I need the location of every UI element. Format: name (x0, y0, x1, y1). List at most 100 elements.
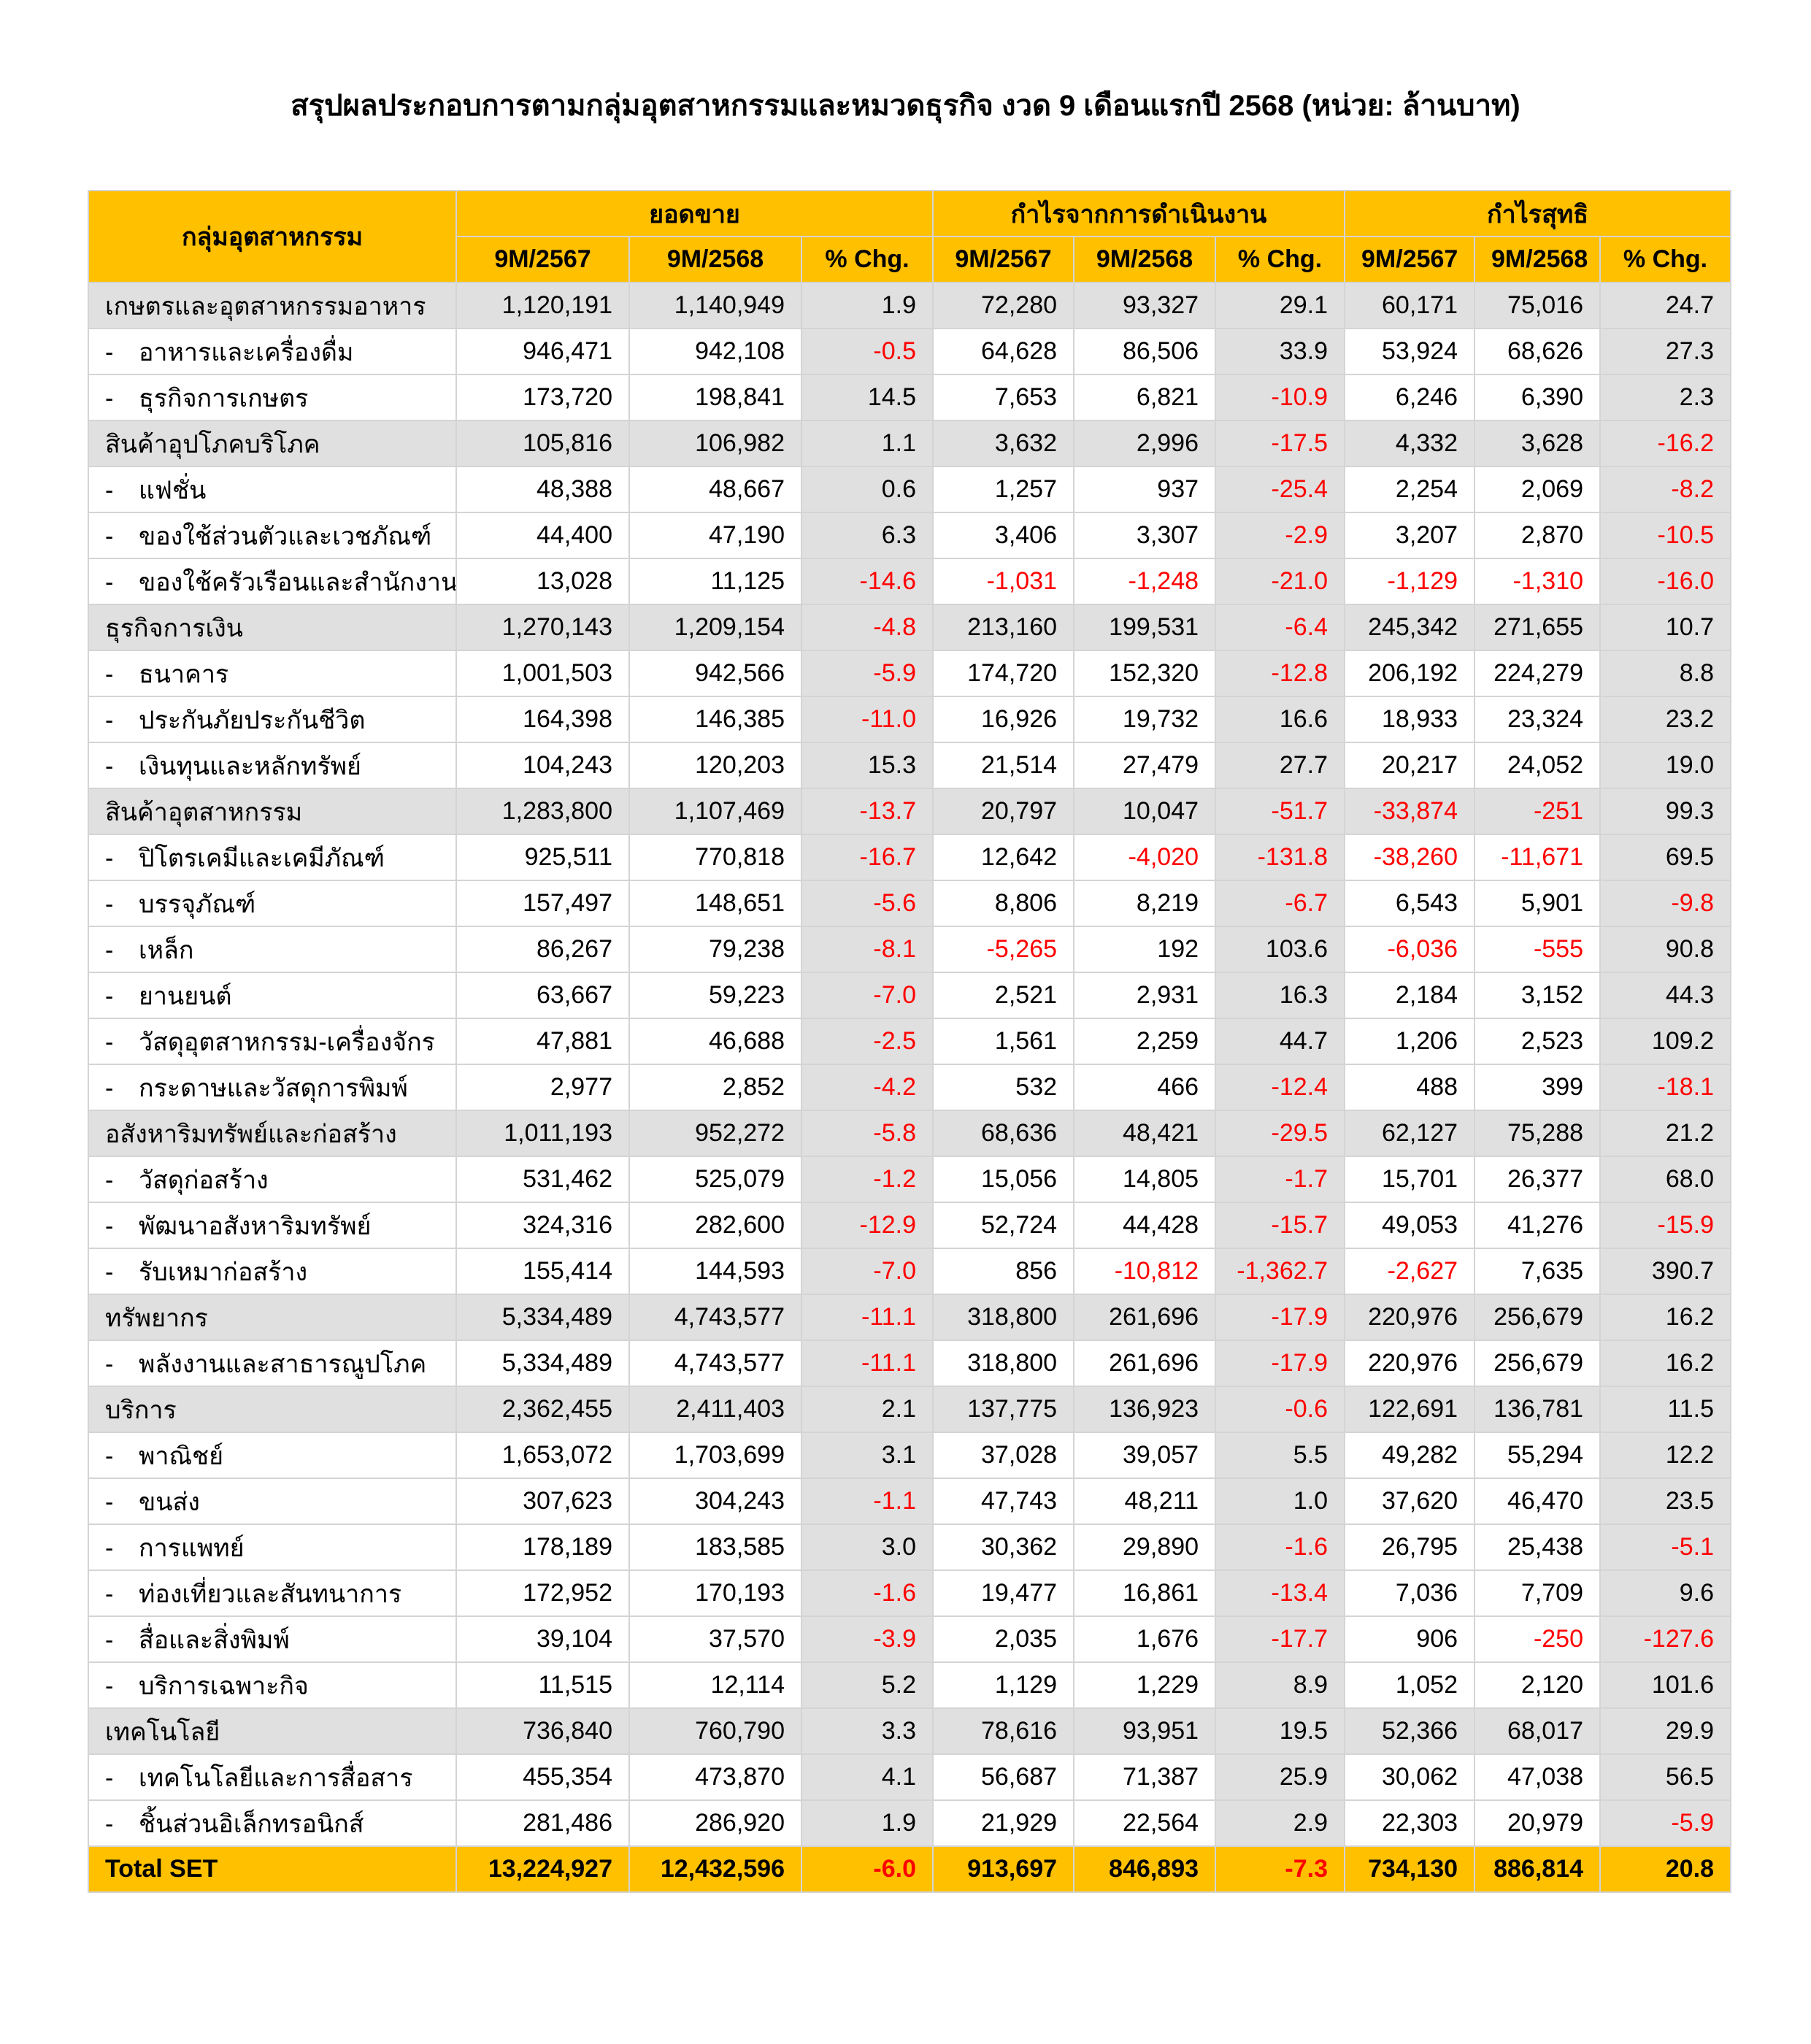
value-cell: 86,506 (1073, 328, 1217, 375)
row-label: - ปิโตรเคมีและเคมีภัณฑ์ (88, 834, 457, 881)
row-label: ธุรกิจการเงิน (88, 604, 457, 651)
value-cell: 46,470 (1474, 1478, 1602, 1525)
table-row: - เทคโนโลยีและการสื่อสาร 455,354 473,870 4.1… (88, 1753, 1732, 1801)
value-cell: 318,800 (932, 1294, 1075, 1341)
value-cell: 1,001,503 (455, 650, 630, 697)
pct-change-cell: -9.8 (1599, 880, 1732, 927)
pct-change-cell: 33.9 (1215, 328, 1346, 375)
pct-change-cell: -16.2 (1599, 420, 1732, 467)
pct-change-cell: -7.3 (1215, 1845, 1346, 1893)
value-cell: 286,920 (628, 1799, 802, 1847)
value-cell: 942,108 (628, 328, 802, 375)
value-cell: 198,841 (628, 374, 802, 421)
indent-dash: - (105, 844, 114, 872)
value-cell: 60,171 (1344, 282, 1476, 329)
pct-change-cell: -7.0 (800, 972, 934, 1019)
row-label: - แฟชั่น (88, 466, 457, 513)
pct-change-cell: -2.5 (800, 1018, 934, 1065)
value-cell: 20,217 (1344, 742, 1476, 789)
row-name: รับเหมาก่อสร้าง (139, 1258, 308, 1286)
value-cell: 37,620 (1344, 1478, 1476, 1525)
value-cell: 5,901 (1474, 880, 1602, 927)
pct-change-cell: -17.9 (1215, 1340, 1346, 1387)
value-cell: -5,265 (932, 926, 1075, 973)
pct-change-cell: -8.1 (800, 926, 934, 973)
row-name: ของใช้ครัวเรือนและสำนักงาน (139, 568, 456, 596)
value-cell: 3,406 (932, 512, 1075, 559)
value-cell: 256,679 (1474, 1340, 1602, 1387)
value-cell: 52,366 (1344, 1707, 1476, 1755)
row-label: ทรัพยากร (88, 1294, 457, 1341)
pct-change-cell: 2.3 (1599, 374, 1732, 421)
row-label: - การแพทย์ (88, 1524, 457, 1571)
value-cell: 104,243 (455, 742, 630, 789)
pct-change-cell: -11.1 (800, 1294, 934, 1341)
value-cell: 1,209,154 (628, 604, 802, 651)
pct-change-cell: -7.0 (800, 1248, 934, 1295)
indent-dash: - (105, 522, 114, 550)
pct-change-cell: -8.2 (1599, 466, 1732, 513)
pct-change-cell: -131.8 (1215, 834, 1346, 881)
row-label: - พัฒนาอสังหาริมทรัพย์ (88, 1202, 457, 1249)
pct-change-cell: 12.2 (1599, 1432, 1732, 1479)
row-label: - อาหารและเครื่องดื่ม (88, 328, 457, 375)
row-name: ท่องเที่ยวและสันทนาการ (139, 1580, 402, 1608)
value-cell: 62,127 (1344, 1110, 1476, 1157)
pct-change-cell: -12.8 (1215, 650, 1346, 697)
table-row: - พลังงานและสาธารณูปโภค 5,334,489 4,743,577… (88, 1340, 1732, 1387)
row-name: ธุรกิจการเงิน (105, 614, 243, 642)
pct-change-cell: 109.2 (1599, 1018, 1732, 1065)
value-cell: 37,028 (932, 1432, 1075, 1479)
row-label: - พาณิชย์ (88, 1432, 457, 1479)
indent-dash: - (105, 338, 114, 366)
indent-dash: - (105, 752, 114, 780)
value-cell: 41,276 (1474, 1202, 1602, 1249)
pct-change-cell: 1.9 (800, 282, 934, 329)
value-cell: 78,616 (932, 1707, 1075, 1755)
pct-change-cell: 3.3 (800, 1707, 934, 1755)
value-cell: 16,861 (1073, 1570, 1217, 1617)
pct-change-cell: -17.7 (1215, 1615, 1346, 1663)
value-cell: 39,057 (1073, 1432, 1217, 1479)
pct-change-cell: 99.3 (1599, 788, 1732, 835)
row-name: เงินทุนและหลักทรัพย์ (139, 752, 361, 780)
value-cell: -1,248 (1073, 558, 1217, 605)
value-cell: 53,924 (1344, 328, 1476, 375)
pct-change-cell: 101.6 (1599, 1661, 1732, 1709)
pct-change-cell: 4.1 (800, 1753, 934, 1801)
row-name: พาณิชย์ (139, 1442, 224, 1470)
value-cell: 79,238 (628, 926, 802, 973)
table-row: - ธนาคาร 1,001,503 942,566 -5.9 174,720 152,32… (88, 650, 1732, 697)
group-row: อสังหาริมทรัพย์และก่อสร้าง 1,011,193 952,2… (88, 1110, 1732, 1157)
value-cell: 137,775 (932, 1386, 1075, 1433)
value-cell: 13,224,927 (455, 1845, 630, 1893)
indent-dash: - (105, 1258, 114, 1286)
table-row: - กระดาษและวัสดุการพิมพ์ 2,977 2,852 -4.2 532… (88, 1064, 1732, 1111)
value-cell: 282,600 (628, 1202, 802, 1249)
pct-change-cell: 16.6 (1215, 696, 1346, 743)
value-cell: 1,676 (1073, 1615, 1217, 1663)
pct-change-cell: 5.2 (800, 1661, 934, 1709)
value-cell: 455,354 (455, 1753, 630, 1801)
indent-dash: - (105, 1488, 114, 1516)
value-cell: 122,691 (1344, 1386, 1476, 1433)
pct-change-cell: 3.1 (800, 1432, 934, 1479)
value-cell: 59,223 (628, 972, 802, 1019)
value-cell: 172,952 (455, 1570, 630, 1617)
value-cell: 136,923 (1073, 1386, 1217, 1433)
value-cell: 26,377 (1474, 1156, 1602, 1203)
pct-change-cell: -13.4 (1215, 1570, 1346, 1617)
value-cell: 770,818 (628, 834, 802, 881)
value-cell: 39,104 (455, 1615, 630, 1663)
row-name: บริการ (105, 1396, 177, 1424)
pct-change-cell: 9.6 (1599, 1570, 1732, 1617)
value-cell: 1,052 (1344, 1661, 1476, 1709)
value-cell: 7,709 (1474, 1570, 1602, 1617)
table-row: - ปิโตรเคมีและเคมีภัณฑ์ 925,511 770,818 -16.… (88, 834, 1732, 881)
pct-change-cell: 390.7 (1599, 1248, 1732, 1295)
results-table: กลุ่มอุตสาหกรรม ยอดขาย กำไรจากการดำเนินง… (88, 190, 1732, 1893)
value-cell: 20,797 (932, 788, 1075, 835)
value-cell: 86,267 (455, 926, 630, 973)
indent-dash: - (105, 1442, 114, 1470)
value-cell: 261,696 (1073, 1340, 1217, 1387)
